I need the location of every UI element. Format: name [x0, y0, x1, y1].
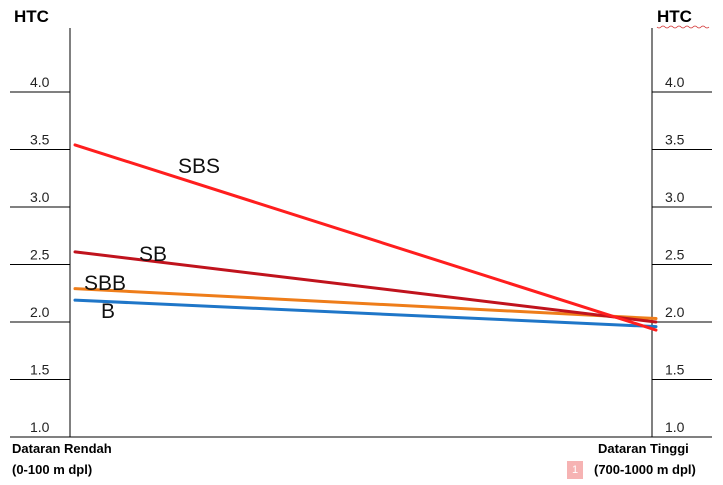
spellcheck-squiggle	[656, 25, 710, 29]
series-line-b	[73, 298, 658, 329]
left-tick-label-2-0: 2.0	[30, 304, 50, 320]
right-tick-label-2-0: 2.0	[665, 304, 685, 320]
x-category-right-name: Dataran Tinggi	[598, 441, 689, 456]
left-axis-title: HTC	[14, 7, 49, 26]
series-line-sbb	[73, 287, 658, 321]
series-label-sbb: SBB	[84, 272, 126, 295]
series-line-sb	[73, 250, 658, 324]
left-tick-label-3-5: 3.5	[30, 132, 50, 148]
right-axis-title: HTC	[657, 7, 692, 26]
series-label-sb: SB	[139, 243, 167, 266]
x-category-left-name: Dataran Rendah	[12, 441, 112, 456]
right-tick-label-4-0: 4.0	[665, 74, 685, 90]
right-tick-group: 1.0 1.5 2.0 2.5 3.0 3.5 4.0	[652, 74, 712, 435]
series-lines	[73, 143, 658, 332]
x-category-right-range: (700-1000 m dpl)	[594, 462, 696, 477]
right-tick-label-2-5: 2.5	[665, 247, 685, 263]
series-line-sbs	[73, 143, 658, 332]
right-tick-label-3-5: 3.5	[665, 132, 685, 148]
right-tick-label-1-0: 1.0	[665, 419, 685, 435]
series-label-b: B	[101, 300, 115, 323]
comment-marker-icon[interactable]: 1	[567, 461, 583, 479]
right-tick-label-3-0: 3.0	[665, 189, 685, 205]
left-tick-label-2-5: 2.5	[30, 247, 50, 263]
series-label-sbs: SBS	[178, 155, 220, 178]
right-tick-label-1-5: 1.5	[665, 362, 685, 378]
x-category-left-range: (0-100 m dpl)	[12, 462, 93, 477]
left-tick-group: 1.0 1.5 2.0 2.5 3.0 3.5 4.0	[10, 74, 70, 435]
left-tick-label-1-0: 1.0	[30, 419, 50, 435]
left-tick-label-1-5: 1.5	[30, 362, 50, 378]
left-tick-label-4-0: 4.0	[30, 74, 50, 90]
left-tick-label-3-0: 3.0	[30, 189, 50, 205]
